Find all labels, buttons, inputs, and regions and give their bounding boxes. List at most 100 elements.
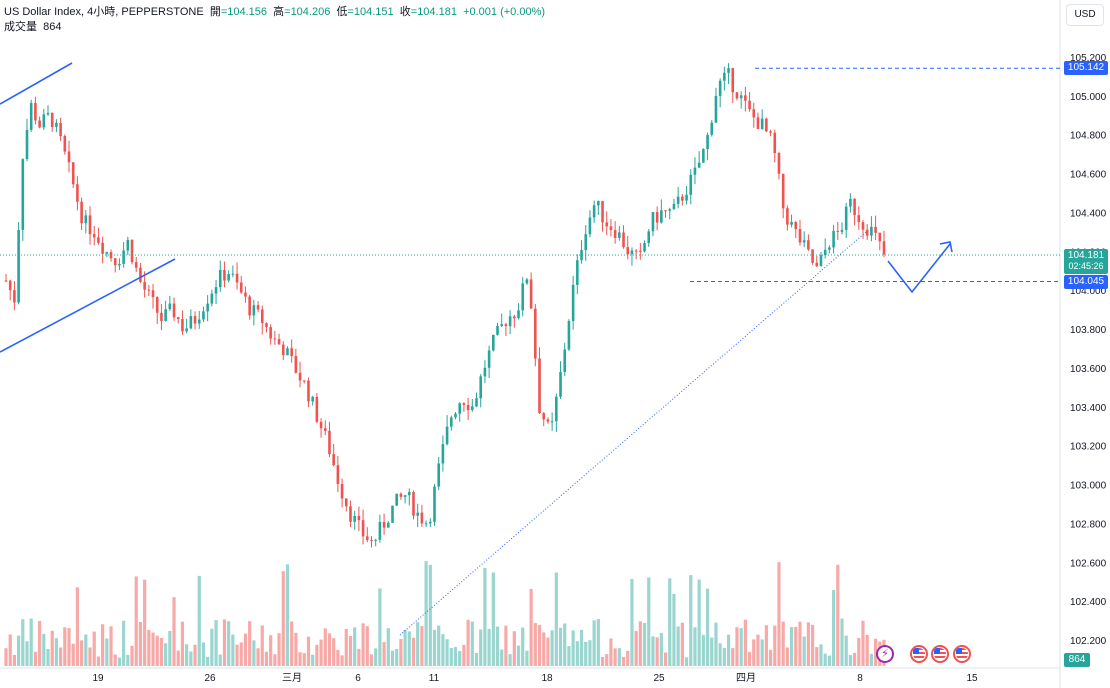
support-line-price-tag: 104.045	[1064, 275, 1108, 289]
volume-bar	[689, 575, 693, 666]
volume-bar	[67, 628, 71, 666]
volume-bar	[693, 627, 697, 666]
volume-bar	[416, 622, 420, 666]
candle-body	[828, 247, 831, 250]
volume-bar	[264, 651, 269, 666]
volume-legend: 成交量 864	[4, 20, 61, 34]
volume-bar	[130, 645, 134, 666]
candle-body	[563, 349, 567, 372]
volume-bar	[865, 634, 869, 666]
candle-body	[689, 174, 693, 195]
candle-body	[655, 211, 659, 223]
low-label: 低	[336, 6, 348, 18]
volume-bar	[777, 562, 781, 666]
high-line-price-tag: 105.142	[1064, 61, 1108, 75]
candle-body	[281, 344, 285, 356]
candle-body	[622, 232, 625, 248]
candle-body	[244, 292, 247, 297]
high-label: 高	[273, 6, 285, 18]
volume-bar	[449, 647, 453, 666]
symbol-title[interactable]: US Dollar Index, 4小時, PEPPERSTONE	[4, 6, 204, 18]
candle-body	[13, 290, 16, 303]
volume-bar	[600, 657, 605, 666]
candle-body	[151, 290, 155, 298]
candle-body	[323, 428, 327, 431]
candle-body	[29, 103, 33, 130]
volume-bar	[63, 627, 67, 666]
volume-bar	[546, 637, 550, 666]
volume-bar	[227, 621, 231, 666]
volume-bar	[634, 631, 638, 666]
us-flag-icon[interactable]	[931, 645, 949, 663]
candle-body	[878, 232, 882, 242]
volume-bar	[218, 654, 222, 666]
candle-body	[437, 463, 440, 487]
candle-body	[605, 222, 609, 227]
volume-bar	[126, 654, 130, 666]
volume-bar	[374, 648, 378, 666]
candle-body	[286, 348, 289, 356]
candle-body	[588, 217, 592, 235]
us-flag-icon[interactable]	[953, 645, 971, 663]
candle-body	[101, 242, 104, 254]
candle-body	[760, 118, 764, 129]
open-value: =104.156	[220, 6, 268, 18]
volume-bar	[80, 640, 84, 666]
volume-bar	[260, 625, 264, 666]
candle-body	[105, 252, 109, 254]
candle-body	[332, 454, 335, 466]
y-tick-label: 102.200	[1070, 636, 1107, 647]
candle-body	[202, 311, 205, 320]
candle-body	[773, 132, 777, 154]
volume-bar	[512, 631, 516, 666]
candle-body	[555, 396, 558, 422]
candle-body	[643, 243, 646, 252]
candle-body	[315, 396, 319, 422]
us-flag-icon[interactable]	[910, 645, 928, 663]
volume-bar	[563, 623, 567, 666]
candle-body	[802, 240, 806, 243]
candle-body	[143, 281, 146, 290]
volume-bar	[474, 653, 479, 666]
y-tick-label: 102.800	[1070, 519, 1107, 530]
candle-body	[471, 406, 474, 411]
volume-bar	[605, 654, 609, 666]
volume-bar	[113, 654, 117, 666]
volume-bar	[298, 652, 302, 666]
volume-bar	[575, 641, 579, 666]
candle-body	[538, 358, 541, 414]
volume-bar	[399, 639, 403, 666]
candle-body	[756, 117, 760, 129]
candle-body	[252, 305, 256, 316]
candle-body	[681, 196, 684, 201]
candle-body	[521, 283, 525, 311]
candle-body	[458, 403, 462, 414]
candle-body	[239, 282, 243, 293]
volume-bar	[101, 624, 105, 666]
volume-bar	[25, 641, 29, 666]
volume-bar	[508, 654, 512, 666]
volume-bar	[630, 578, 634, 666]
volume-bar	[369, 654, 374, 666]
candle-body	[412, 491, 415, 516]
volume-bar	[445, 639, 449, 666]
lightning-icon[interactable]: ⚡	[876, 645, 894, 663]
x-tick-label: 26	[204, 673, 216, 684]
candle-body	[168, 303, 172, 310]
candle-body	[559, 371, 562, 397]
x-tick-label: 25	[653, 673, 665, 684]
candle-body	[815, 262, 819, 267]
y-tick-label: 102.600	[1070, 558, 1107, 569]
channel-upper-line	[0, 62, 73, 105]
candle-body	[790, 222, 793, 225]
currency-button[interactable]: USD	[1066, 4, 1104, 26]
volume-bar	[59, 647, 63, 666]
candle-body	[794, 222, 798, 230]
candle-body	[4, 280, 8, 282]
volume-bar	[466, 619, 470, 666]
candle-body	[206, 303, 209, 312]
candle-body	[370, 540, 373, 542]
volume-bar	[252, 640, 256, 666]
